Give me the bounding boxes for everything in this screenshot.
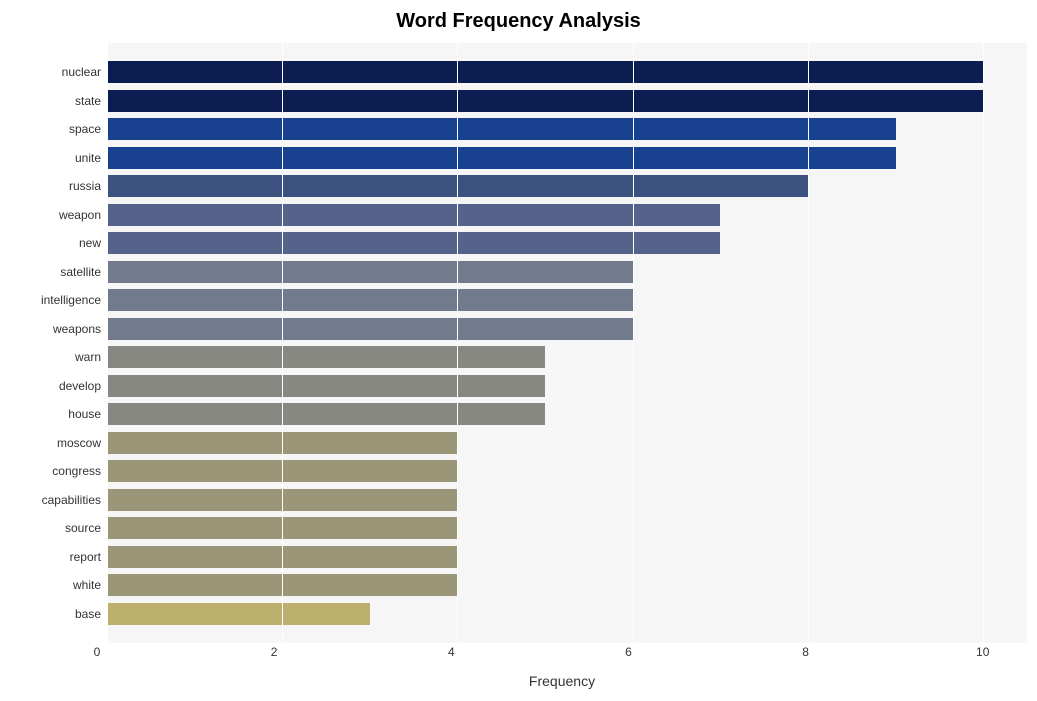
y-tick-label: white [10,571,107,599]
y-tick-label: satellite [10,258,107,286]
y-tick-label: intelligence [10,286,107,314]
y-tick-label: congress [10,457,107,485]
y-tick-label: nuclear [10,58,107,86]
y-tick-label: moscow [10,429,107,457]
y-tick-label: develop [10,372,107,400]
bar-row [107,201,1027,229]
x-tick-label: 4 [448,645,455,659]
x-tick-label: 10 [976,645,989,659]
bar-row [107,343,1027,371]
y-tick-label: base [10,600,107,628]
y-axis: nuclearstatespaceuniterussiaweaponnewsat… [10,43,107,643]
x-gridline [983,43,984,643]
x-axis-label: Frequency [97,673,1027,689]
x-axis: 0 2 4 6 8 10 [97,641,1027,661]
bar [107,147,896,169]
y-tick-label: russia [10,172,107,200]
bar-row [107,429,1027,457]
bar-row [107,372,1027,400]
y-tick-label: state [10,87,107,115]
bar-row [107,229,1027,257]
bar-row [107,571,1027,599]
y-tick-label: new [10,229,107,257]
x-gridline [457,43,458,643]
bar [107,403,545,425]
y-tick-label: weapons [10,315,107,343]
y-tick-label: weapon [10,201,107,229]
y-tick-label: space [10,115,107,143]
bar-row [107,58,1027,86]
bar [107,118,896,140]
bar [107,289,633,311]
bar [107,61,983,83]
bar [107,603,370,625]
bar-row [107,315,1027,343]
y-tick-label: unite [10,144,107,172]
y-tick-label: source [10,514,107,542]
x-gridline [633,43,634,643]
bar-row [107,457,1027,485]
chart-container: Word Frequency Analysis nuclearstatespac… [0,0,1037,701]
bar [107,232,720,254]
bar [107,90,983,112]
y-tick-label: report [10,543,107,571]
x-gridline [808,43,809,643]
x-tick-label: 8 [802,645,809,659]
bar [107,318,633,340]
x-tick-label: 0 [94,645,101,659]
bar-row [107,258,1027,286]
x-gridline [282,43,283,643]
bar-row [107,87,1027,115]
bars-inner [107,58,1027,628]
bar-row [107,486,1027,514]
bar [107,375,545,397]
bar-row [107,514,1027,542]
bar-row [107,400,1027,428]
bar-row [107,286,1027,314]
y-tick-label: warn [10,343,107,371]
bars-region [107,43,1027,643]
x-gridline [107,43,108,643]
bar-row [107,144,1027,172]
chart-title: Word Frequency Analysis [10,10,1027,33]
bar-row [107,600,1027,628]
bar [107,204,720,226]
x-tick-label: 2 [271,645,278,659]
bar [107,261,633,283]
y-tick-label: house [10,400,107,428]
y-tick-label: capabilities [10,486,107,514]
bar-row [107,172,1027,200]
bar-row [107,543,1027,571]
x-tick-label: 6 [625,645,632,659]
bar-row [107,115,1027,143]
plot-area: nuclearstatespaceuniterussiaweaponnewsat… [10,43,1027,643]
bar [107,346,545,368]
